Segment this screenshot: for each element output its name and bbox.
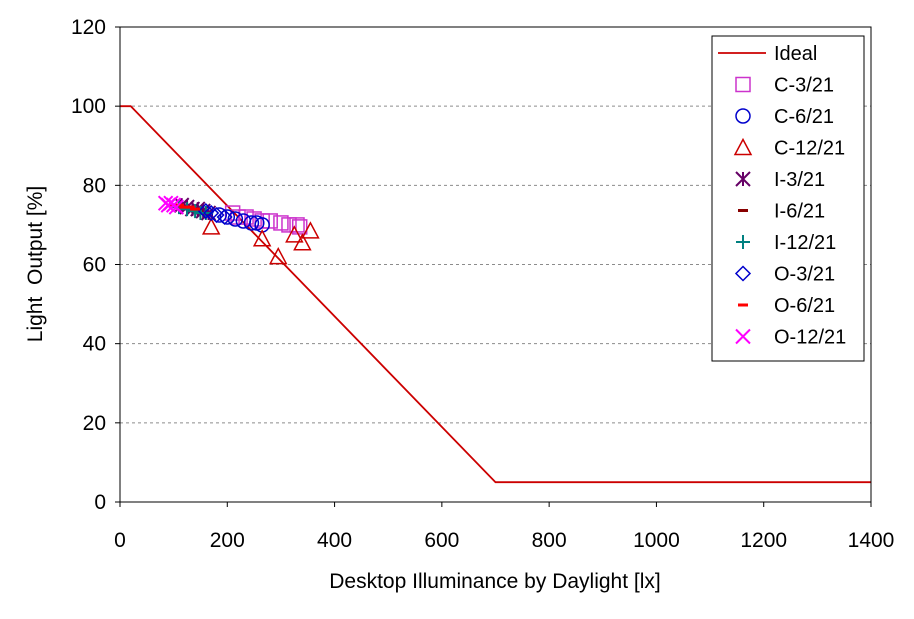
data-point-c-12-21	[268, 246, 288, 265]
series-c-3-21	[224, 205, 308, 235]
legend-label-o-3-21: O-3/21	[774, 264, 835, 286]
legend-swatch-o-3-21	[734, 265, 752, 282]
series-c-12-21	[201, 217, 320, 265]
data-point-c-6-21	[227, 211, 244, 227]
x-tick-label: 600	[424, 529, 459, 552]
x-tick-label: 0	[114, 529, 126, 552]
y-axis-title: Light Output [%]	[24, 186, 47, 342]
legend-label-i-6-21: I-6/21	[774, 201, 825, 223]
legend-label-c-3-21: C-3/21	[774, 75, 834, 97]
data-point-o-3-21	[203, 204, 220, 222]
legend-label-c-6-21: C-6/21	[774, 106, 834, 128]
legend-label-i-3-21: I-3/21	[774, 169, 825, 191]
y-tick-label: 80	[83, 174, 106, 197]
x-tick-label: 1400	[848, 529, 895, 552]
legend-swatch-i-12-21	[736, 235, 750, 249]
legend-swatch-c-12-21	[733, 137, 753, 156]
data-point-c-6-21	[243, 215, 260, 231]
series-c-6-21	[211, 207, 270, 233]
series-o-3-21	[197, 203, 233, 226]
legend: Ideal C-3/21 C-6/21 C-12/21 I-3/21 I-6/21 I-12…	[711, 35, 865, 362]
x-tick-label: 800	[532, 529, 567, 552]
data-point-c-3-21	[281, 217, 297, 233]
legend-swatch-i-3-21	[735, 171, 751, 187]
y-tick-label: 60	[83, 254, 106, 277]
y-tick-label: 40	[83, 333, 106, 356]
data-point-c-12-21	[201, 217, 221, 235]
legend-swatch-o-12-21	[735, 328, 751, 345]
x-tick-label: 1200	[740, 529, 787, 552]
data-point-o-3-21	[197, 203, 214, 220]
series-o-12-21	[157, 195, 185, 215]
data-point-o-3-21	[216, 208, 233, 226]
legend-swatch-c-6-21	[735, 108, 751, 124]
y-tick-label: 20	[83, 412, 106, 435]
x-tick-label: 200	[210, 529, 245, 552]
data-point-c-3-21	[246, 211, 262, 227]
y-tick-label: 100	[71, 95, 106, 118]
data-point-c-12-21	[301, 221, 320, 239]
y-tick-label: 0	[94, 491, 106, 514]
data-point-c-3-21	[273, 215, 289, 231]
x-axis-title: Desktop Illuminance by Daylight [lx]	[329, 570, 660, 593]
legend-label-o-6-21: O-6/21	[774, 295, 835, 317]
legend-swatch-c-3-21	[735, 76, 751, 93]
data-point-c-12-21	[293, 233, 312, 251]
data-point-c-3-21	[291, 219, 308, 235]
data-point-c-6-21	[219, 209, 236, 225]
data-point-c-12-21	[252, 229, 272, 247]
legend-label-i-12-21: I-12/21	[774, 232, 836, 254]
data-series	[120, 105, 871, 484]
y-tick-label: 120	[71, 16, 106, 39]
series-line-ideal	[120, 105, 871, 484]
data-point-o-12-21	[168, 199, 185, 215]
x-tick-label: 1000	[633, 529, 680, 552]
x-tick-label: 400	[317, 529, 352, 552]
legend-label-ideal: Ideal	[774, 43, 817, 65]
legend-label-c-12-21: C-12/21	[774, 138, 845, 160]
data-point-c-6-21	[211, 207, 227, 223]
legend-box	[711, 35, 865, 362]
legend-label-o-12-21: O-12/21	[774, 327, 846, 349]
data-point-c-12-21	[285, 225, 304, 243]
